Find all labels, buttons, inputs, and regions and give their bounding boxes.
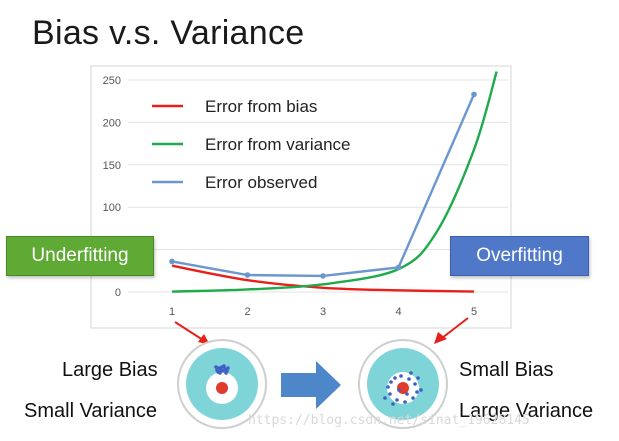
x-tick-label: 1: [169, 306, 175, 318]
shot-dot: [416, 376, 420, 380]
shot-dot: [397, 388, 401, 392]
shot-dot: [386, 385, 390, 389]
shot-dot: [226, 366, 230, 370]
shot-cluster-spread: [383, 371, 423, 406]
shot-dot: [214, 365, 218, 369]
chart-legend: Error from bias Error from variance Error …: [152, 97, 350, 192]
shot-dot: [216, 370, 220, 374]
legend-label: Error from variance: [205, 135, 350, 154]
shot-dot: [413, 382, 417, 386]
y-tick-label: 0: [115, 287, 121, 299]
shot-dot: [222, 364, 226, 368]
shot-dot: [415, 390, 419, 394]
large-bias-label: Large Bias: [62, 359, 158, 381]
x-tick-label: 4: [395, 306, 401, 318]
shot-dot: [411, 396, 415, 400]
shot-dot: [395, 398, 399, 402]
target-bullseye: [397, 382, 409, 394]
small-variance-label: Small Variance: [24, 400, 158, 422]
x-axis-labels: 1 2 3 4 5: [169, 306, 477, 318]
pointer-arrow-left: [174, 321, 204, 341]
shot-dot: [409, 371, 413, 375]
watermark: https://blog.csdn.net/sinat_19628145: [248, 413, 530, 428]
shot-dot: [383, 396, 387, 400]
chart-grid: [128, 79, 508, 293]
chart-frame: [90, 65, 512, 329]
shot-dot: [419, 388, 423, 392]
transition-arrow: [281, 361, 341, 409]
y-tick-label: 150: [103, 160, 121, 172]
shot-dot: [403, 400, 407, 404]
x-tick-label: 3: [320, 306, 326, 318]
legend-label: Error observed: [205, 173, 317, 192]
series-line-1: [171, 264, 475, 293]
data-point: [169, 258, 175, 265]
shot-dot: [405, 392, 409, 396]
target-large-bias: [177, 339, 267, 429]
x-tick-label: 5: [471, 306, 477, 318]
target-bullseye: [216, 382, 228, 394]
shot-dot: [399, 374, 403, 378]
large-variance-label: Large Variance: [459, 400, 594, 422]
chart-series: [169, 71, 498, 293]
x-tick-label: 2: [244, 306, 250, 318]
data-point: [395, 264, 402, 271]
y-tick-label: 100: [103, 202, 121, 214]
shot-dot: [224, 371, 228, 375]
target-small-bias: [358, 339, 448, 429]
underfitting-tag: Underfitting: [6, 236, 154, 276]
shot-dot: [389, 380, 393, 384]
shot-dot: [391, 402, 395, 406]
data-point: [471, 91, 477, 98]
small-bias-label: Small Bias: [459, 359, 554, 381]
shot-dot: [407, 377, 411, 381]
y-tick-label: 200: [103, 117, 121, 129]
shot-dot: [393, 376, 397, 380]
pointer-arrow-right: [441, 317, 469, 339]
shot-dot: [388, 392, 392, 396]
shot-dot: [219, 368, 223, 372]
slide-title: Bias v.s. Variance: [32, 14, 305, 52]
data-point: [320, 273, 326, 279]
overfitting-tag: Overfitting: [450, 236, 589, 276]
y-tick-label: 250: [103, 75, 121, 87]
pointer-arrow-right-head: [434, 332, 447, 344]
data-point: [244, 272, 251, 278]
legend-label: Error from bias: [205, 97, 317, 116]
shot-cluster-tight: [214, 364, 230, 375]
